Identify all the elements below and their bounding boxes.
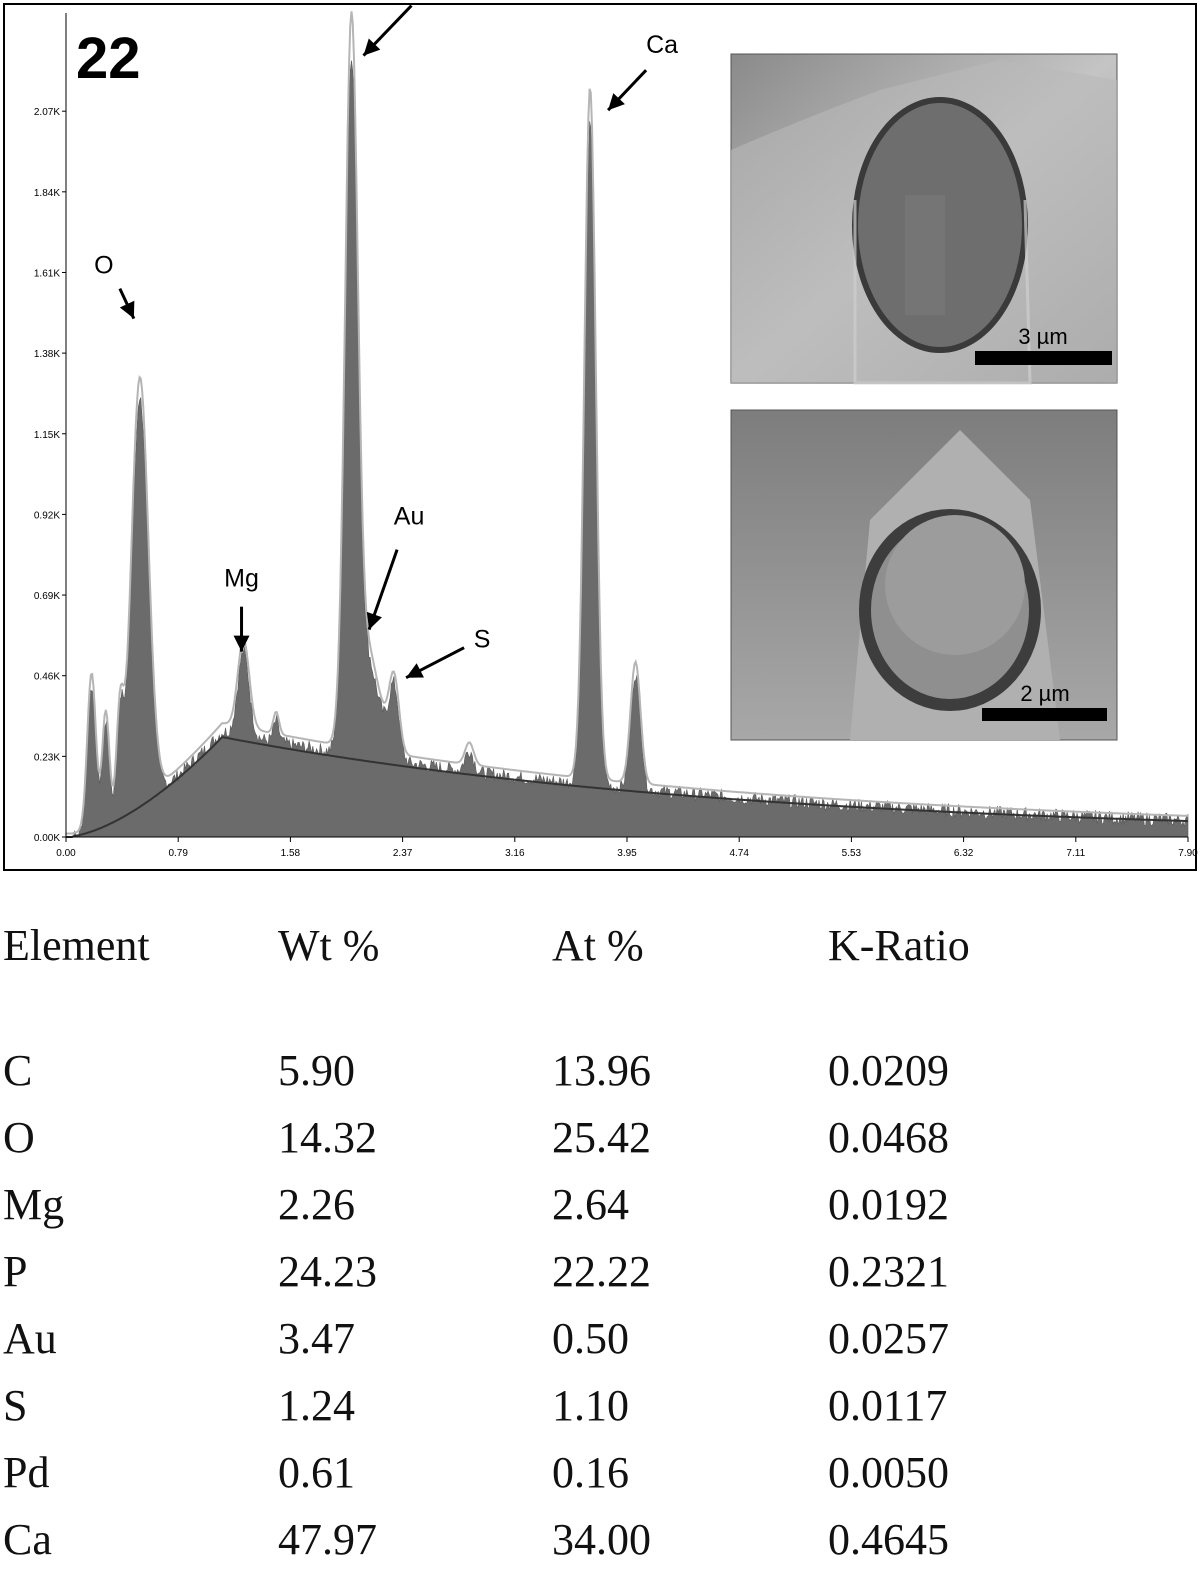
table-row-cell: Pd (3, 1448, 50, 1497)
y-tick-label: 0.00K (34, 833, 60, 844)
peak-label-au: Au (394, 503, 425, 531)
table-row-cell: Au (3, 1314, 57, 1363)
sem-inset-top: 3 µm (730, 53, 1118, 385)
table-row-cell: 47.97 (278, 1515, 377, 1564)
table-row-cell: Ca (3, 1515, 52, 1564)
table-row-cell: 0.16 (552, 1448, 629, 1497)
peak-arrowhead-o (119, 300, 135, 319)
table-header-cell: Element (3, 921, 150, 970)
peak-arrowhead-au (366, 611, 382, 630)
table-row-cell: 5.90 (278, 1046, 355, 1095)
table-row-cell: 2.26 (278, 1180, 355, 1229)
table-row-cell: 1.10 (552, 1381, 629, 1430)
x-tick-label: 5.53 (842, 848, 862, 859)
y-tick-label: 0.23K (34, 752, 60, 763)
table-row-cell: 14.32 (278, 1113, 377, 1162)
table-row-cell: 0.61 (278, 1448, 355, 1497)
table-row-cell: P (3, 1247, 28, 1296)
table-row-cell: 0.4645 (828, 1515, 949, 1564)
table-row-cell: 1.24 (278, 1381, 355, 1430)
peak-label-o: O (94, 252, 113, 280)
table-row-cell: 22.22 (552, 1247, 651, 1296)
table-row-cell: 0.50 (552, 1314, 629, 1363)
table-row: O 14.32 25.42 0.0468 (0, 1104, 1200, 1171)
x-tick-label: 7.90 (1178, 848, 1198, 859)
table-row-cell: 0.0257 (828, 1314, 949, 1363)
table-row-cell: S (3, 1381, 28, 1430)
scale-bar-label-top: 3 µm (1018, 324, 1067, 349)
x-tick-label: 3.95 (617, 848, 637, 859)
y-tick-label: 1.84K (34, 188, 60, 199)
peak-arrowhead-s (406, 663, 424, 678)
table-header: Element Wt % At % K-Ratio (0, 912, 1200, 1037)
eds-spectrum-figure: 0.00K 0.23K 0.46K 0.69K 0.92K 1.15K 1.38K 1.61K… (3, 0, 1198, 871)
peak-label-mg: Mg (224, 565, 259, 593)
table-row-cell: 0.0209 (828, 1046, 949, 1095)
y-tick-label: 1.61K (34, 268, 60, 279)
peak-arrowhead-ca (608, 93, 625, 111)
table-header-cell: K-Ratio (828, 921, 970, 970)
panel-label: 22 (76, 26, 141, 91)
table-header-cell: At % (552, 921, 644, 970)
table-row-cell: C (3, 1046, 33, 1095)
x-tick-label: 0.00 (56, 848, 76, 859)
table-row-cell: 0.0117 (828, 1381, 948, 1430)
table-row-cell: 0.0050 (828, 1448, 949, 1497)
quantification-table: Element Wt % At % K-Ratio C 5.90 13.96 0.0209 O 1… (0, 912, 1200, 1573)
background-line (66, 736, 1189, 838)
x-tick-label: 3.16 (505, 848, 525, 859)
eds-spectrum-chart: 0.00K 0.23K 0.46K 0.69K 0.92K 1.15K 1.38K 1.61K… (3, 0, 1198, 871)
table-row-cell: 0.0192 (828, 1180, 949, 1229)
y-tick-label: 0.46K (34, 672, 60, 683)
x-tick-label: 6.32 (954, 848, 974, 859)
peak-label-p: P (423, 0, 440, 2)
table-row-cell: 3.47 (278, 1314, 355, 1363)
table-row: Pd 0.61 0.16 0.0050 (0, 1439, 1200, 1506)
table-row-cell: 25.42 (552, 1113, 651, 1162)
table-row: P 24.23 22.22 0.2321 (0, 1238, 1200, 1305)
x-tick-label: 4.74 (729, 848, 749, 859)
table-row-cell: Mg (3, 1180, 65, 1229)
x-tick-label: 2.37 (393, 848, 413, 859)
table-row: Mg 2.26 2.64 0.0192 (0, 1171, 1200, 1238)
peak-label-ca: Ca (646, 31, 678, 59)
sem-inset-bottom: 2 µm (730, 409, 1118, 741)
x-tick-label: 7.11 (1066, 848, 1085, 859)
y-tick-label: 0.69K (34, 591, 60, 602)
x-tick-label: 1.58 (281, 848, 301, 859)
table-header-cell: Wt % (278, 921, 380, 970)
y-tick-label: 1.15K (34, 430, 60, 441)
table-row-cell: 2.64 (552, 1180, 629, 1229)
table-row: Ca 47.97 34.00 0.4645 (0, 1506, 1200, 1573)
fit-line (65, 11, 1189, 835)
peak-arrowhead-p (363, 38, 381, 56)
table-row-cell: 0.0468 (828, 1113, 949, 1162)
table-row-cell: 0.2321 (828, 1247, 949, 1296)
peak-label-s: S (474, 626, 491, 654)
table-row: S 1.24 1.10 0.0117 (0, 1372, 1200, 1439)
y-tick-label: 1.38K (34, 349, 60, 360)
table-row: Au 3.47 0.50 0.0257 (0, 1305, 1200, 1372)
scale-bar-label-bottom: 2 µm (1020, 681, 1069, 706)
y-tick-label: 0.92K (34, 510, 60, 521)
table-row-cell: 34.00 (552, 1515, 651, 1564)
x-tick-label: 0.79 (168, 848, 188, 859)
table-row: C 5.90 13.96 0.0209 (0, 1037, 1200, 1104)
table-row-cell: 24.23 (278, 1247, 377, 1296)
peak-arrowhead-mg (233, 635, 250, 652)
table-row-cell: O (3, 1113, 35, 1162)
y-tick-label: 2.07K (34, 107, 60, 118)
table-row-cell: 13.96 (552, 1046, 651, 1095)
